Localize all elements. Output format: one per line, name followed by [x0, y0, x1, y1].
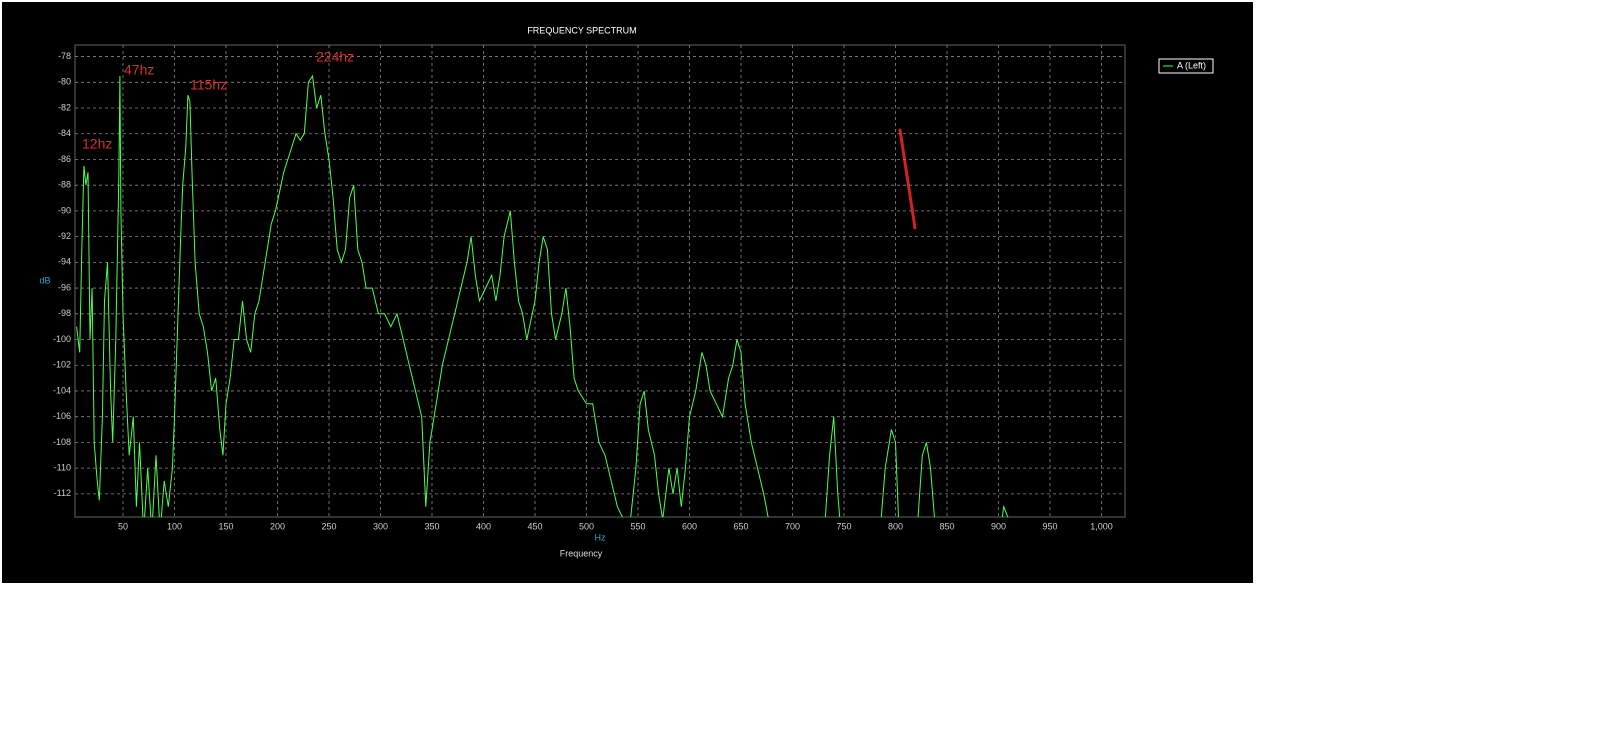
- y-tick-label: -98: [58, 308, 71, 318]
- x-tick-label: 450: [527, 521, 542, 531]
- y-axis-unit: dB: [39, 275, 50, 285]
- y-tick-label: -80: [58, 77, 71, 87]
- annotation: 115hz: [190, 77, 227, 93]
- x-tick-label: 250: [321, 521, 336, 531]
- x-tick-label: 500: [579, 521, 594, 531]
- x-tick-label: 300: [373, 521, 388, 531]
- x-tick-label: 850: [939, 521, 954, 531]
- x-tick-label: 350: [424, 521, 439, 531]
- x-tick-label: 600: [682, 521, 697, 531]
- y-tick-label: -92: [58, 231, 71, 241]
- annotation: 12hz: [82, 136, 112, 152]
- y-tick-label: -90: [58, 205, 71, 215]
- chart-title: FREQUENCY SPECTRUM: [527, 25, 636, 35]
- chart-background: [2, 2, 1253, 583]
- y-tick-label: -102: [53, 360, 71, 370]
- y-tick-label: -106: [53, 411, 71, 421]
- x-tick-label: 50: [118, 521, 128, 531]
- x-tick-label: 650: [733, 521, 748, 531]
- y-tick-label: -84: [58, 128, 71, 138]
- x-tick-label: 100: [167, 521, 182, 531]
- y-tick-label: -78: [58, 51, 71, 61]
- x-tick-label: 150: [218, 521, 233, 531]
- hand-mark: [898, 128, 917, 230]
- y-tick-label: -110: [54, 463, 71, 473]
- x-tick-label: 900: [991, 521, 1006, 531]
- y-tick-label: -94: [58, 257, 71, 267]
- x-tick-label: 550: [630, 521, 645, 531]
- y-tick-label: -86: [58, 154, 71, 164]
- y-tick-label: -108: [53, 437, 71, 447]
- x-axis-label: Frequency: [560, 548, 603, 558]
- series-line: [76, 74, 1009, 517]
- x-tick-label: 400: [476, 521, 491, 531]
- legend-label: A (Left): [1177, 60, 1206, 70]
- plot-frame: [74, 44, 1126, 518]
- x-tick-label: 200: [270, 521, 285, 531]
- legend-box: [1158, 58, 1214, 74]
- y-tick-label: -104: [53, 385, 71, 395]
- annotation: 47hz: [124, 62, 154, 78]
- x-axis-unit: Hz: [595, 532, 606, 542]
- y-tick-label: -112: [54, 488, 71, 498]
- y-tick-label: -82: [58, 102, 71, 112]
- x-tick-label: 950: [1042, 521, 1057, 531]
- y-tick-label: -96: [58, 282, 71, 292]
- x-tick-label: 1,000: [1090, 521, 1113, 531]
- x-tick-label: 800: [888, 521, 903, 531]
- x-tick-label: 700: [785, 521, 800, 531]
- y-tick-label: -88: [58, 180, 71, 190]
- y-tick-label: -100: [53, 334, 71, 344]
- x-tick-label: 750: [836, 521, 851, 531]
- annotation: 224hz: [316, 49, 354, 65]
